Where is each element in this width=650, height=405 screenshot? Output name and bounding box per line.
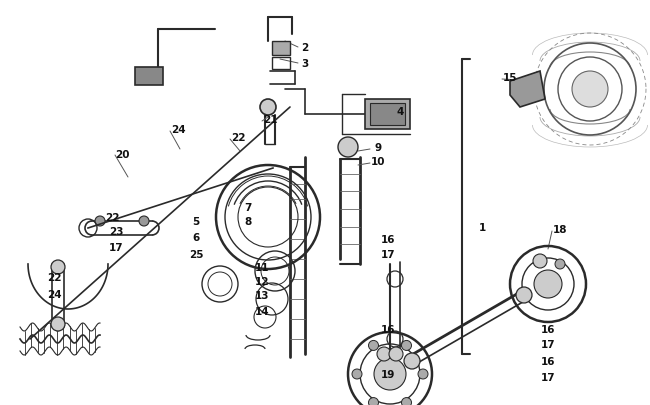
Circle shape xyxy=(369,341,378,351)
Circle shape xyxy=(369,398,378,405)
Text: 22: 22 xyxy=(231,133,245,143)
Text: 17: 17 xyxy=(381,249,395,259)
Circle shape xyxy=(95,216,105,226)
Text: 3: 3 xyxy=(302,59,309,69)
Circle shape xyxy=(533,254,547,269)
Circle shape xyxy=(374,358,406,390)
Text: 16: 16 xyxy=(381,234,395,244)
Text: 24: 24 xyxy=(171,125,185,135)
Circle shape xyxy=(139,216,149,226)
Text: 15: 15 xyxy=(502,73,517,83)
Text: 5: 5 xyxy=(192,216,200,226)
Text: 8: 8 xyxy=(244,216,252,226)
Circle shape xyxy=(51,317,65,331)
Text: 2: 2 xyxy=(302,43,309,53)
Text: 17: 17 xyxy=(109,243,124,252)
Text: 13: 13 xyxy=(255,290,269,300)
Text: 12: 12 xyxy=(255,276,269,286)
Text: 20: 20 xyxy=(115,149,129,160)
Circle shape xyxy=(555,259,565,269)
Circle shape xyxy=(418,369,428,379)
Circle shape xyxy=(516,287,532,303)
Polygon shape xyxy=(510,72,545,108)
Bar xyxy=(370,104,405,126)
Circle shape xyxy=(338,138,358,158)
Text: 21: 21 xyxy=(263,115,278,125)
Text: 16: 16 xyxy=(381,324,395,334)
Text: 10: 10 xyxy=(370,157,385,166)
Circle shape xyxy=(377,347,391,361)
Circle shape xyxy=(534,270,562,298)
Text: 16: 16 xyxy=(541,324,555,334)
Bar xyxy=(135,68,163,86)
Text: 4: 4 xyxy=(396,107,404,117)
Bar xyxy=(272,58,290,70)
Bar xyxy=(272,42,290,56)
Text: 23: 23 xyxy=(109,226,124,237)
Circle shape xyxy=(402,398,411,405)
Text: 9: 9 xyxy=(374,143,382,153)
Text: 19: 19 xyxy=(381,369,395,379)
Circle shape xyxy=(404,353,420,369)
Text: 22: 22 xyxy=(105,213,119,222)
Bar xyxy=(365,100,410,130)
Text: 6: 6 xyxy=(192,232,200,243)
Text: 7: 7 xyxy=(244,202,252,213)
Text: 14: 14 xyxy=(255,306,269,316)
Text: 18: 18 xyxy=(552,224,567,234)
Text: 25: 25 xyxy=(188,249,203,259)
Circle shape xyxy=(260,100,276,116)
Text: 1: 1 xyxy=(478,222,486,232)
Text: 16: 16 xyxy=(541,356,555,366)
Circle shape xyxy=(402,341,411,351)
Circle shape xyxy=(572,72,608,108)
Circle shape xyxy=(51,260,65,274)
Text: 17: 17 xyxy=(541,372,555,382)
Text: 17: 17 xyxy=(541,339,555,349)
Text: 24: 24 xyxy=(47,289,61,299)
Circle shape xyxy=(352,369,362,379)
Text: 22: 22 xyxy=(47,272,61,282)
Circle shape xyxy=(389,347,403,361)
Text: 11: 11 xyxy=(255,262,269,272)
